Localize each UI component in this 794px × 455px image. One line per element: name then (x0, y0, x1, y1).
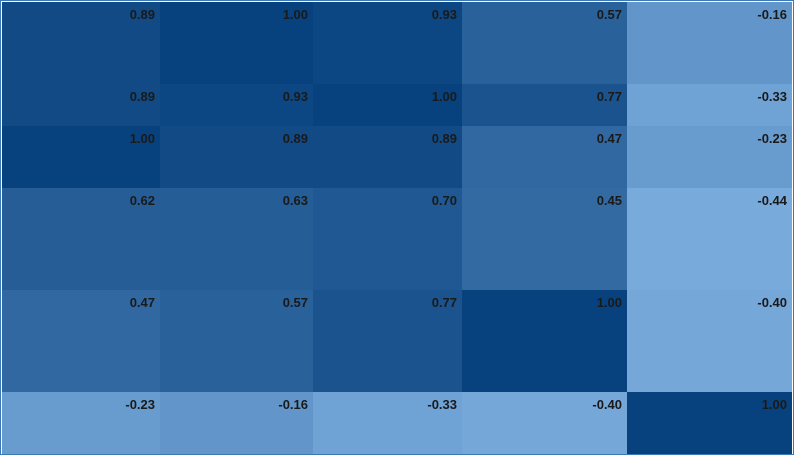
heatmap-cell-r5-c5 (627, 290, 792, 392)
heatmap-cell-r1-c2 (160, 2, 313, 84)
heatmap-cell-r1-c3 (313, 2, 462, 84)
heatmap-cell-label-r3-c2: 0.89 (283, 131, 308, 146)
heatmap-cell-r5-c3 (313, 290, 462, 392)
heatmap-cell-r4-c3 (313, 188, 462, 290)
heatmap-cell-r6-c1 (2, 392, 160, 454)
heatmap-cell-r3-c2 (160, 126, 313, 188)
heatmap-cell-label-r5-c4: 1.00 (597, 295, 622, 310)
heatmap-cell-label-r2-c1: 0.89 (130, 89, 155, 104)
heatmap-cell-label-r2-c5: -0.33 (757, 89, 787, 104)
heatmap-cell-label-r4-c1: 0.62 (130, 193, 155, 208)
heatmap-cell-label-r4-c2: 0.63 (283, 193, 308, 208)
heatmap-cell-r3-c4 (462, 126, 627, 188)
heatmap-cell-r3-c1 (2, 126, 160, 188)
heatmap-cell-label-r2-c3: 1.00 (432, 89, 457, 104)
heatmap-cell-label-r2-c4: 0.77 (597, 89, 622, 104)
heatmap-cell-label-r4-c3: 0.70 (432, 193, 457, 208)
heatmap-cell-label-r6-c3: -0.33 (427, 397, 457, 412)
heatmap-cell-r5-c4 (462, 290, 627, 392)
heatmap-cell-label-r3-c5: -0.23 (757, 131, 787, 146)
heatmap-cell-label-r5-c3: 0.77 (432, 295, 457, 310)
heatmap-cell-labels: 0.89 1.00 0.93 0.57 -0.16 0.89 0.93 1.00 0.77 -0.… (125, 7, 787, 412)
heatmap-cell-r1-c5 (627, 2, 792, 84)
heatmap-cell-r2-c4 (462, 84, 627, 126)
heatmap-cell-label-r6-c4: -0.40 (592, 397, 622, 412)
heatmap-cell-label-r6-c5: 1.00 (762, 397, 787, 412)
heatmap-cell-label-r2-c2: 0.93 (283, 89, 308, 104)
heatmap-cell-label-r1-c1: 0.89 (130, 7, 155, 22)
heatmap-cell-r6-c4 (462, 392, 627, 454)
heatmap-cell-label-r5-c1: 0.47 (130, 295, 155, 310)
heatmap-cell-label-r4-c4: 0.45 (597, 193, 622, 208)
heatmap-cell-r1-c1 (2, 2, 160, 84)
heatmap-cell-label-r6-c2: -0.16 (278, 397, 308, 412)
heatmap-cell-label-r4-c5: -0.44 (757, 193, 787, 208)
heatmap-cell-r6-c5 (627, 392, 792, 454)
heatmap-cell-r5-c1 (2, 290, 160, 392)
heatmap-cell-r2-c5 (627, 84, 792, 126)
heatmap-cell-r1-c4 (462, 2, 627, 84)
heatmap-cell-r2-c2 (160, 84, 313, 126)
heatmap-cell-label-r5-c5: -0.40 (757, 295, 787, 310)
heatmap-cell-r3-c5 (627, 126, 792, 188)
heatmap-cell-r4-c5 (627, 188, 792, 290)
heatmap-cell-label-r5-c2: 0.57 (283, 295, 308, 310)
heatmap-cell-label-r1-c2: 1.00 (283, 7, 308, 22)
heatmap-cell-r3-c3 (313, 126, 462, 188)
heatmap-cell-label-r1-c3: 0.93 (432, 7, 457, 22)
heatmap-cell-label-r1-c5: -0.16 (757, 7, 787, 22)
heatmap-cell-r6-c3 (313, 392, 462, 454)
heatmap-cell-r4-c2 (160, 188, 313, 290)
heatmap-cell-label-r3-c1: 1.00 (130, 131, 155, 146)
heatmap-cell-r5-c2 (160, 290, 313, 392)
heatmap-cell-r4-c4 (462, 188, 627, 290)
heatmap-cell-label-r6-c1: -0.23 (125, 397, 155, 412)
heatmap-cell-r6-c2 (160, 392, 313, 454)
heatmap-cell-r2-c1 (2, 84, 160, 126)
heatmap-cell-label-r3-c3: 0.89 (432, 131, 457, 146)
heatmap-cell-label-r1-c4: 0.57 (597, 7, 622, 22)
heatmap-cell-label-r3-c4: 0.47 (597, 131, 622, 146)
heatmap-cell-r4-c1 (2, 188, 160, 290)
heatmap-cell-r2-c3 (313, 84, 462, 126)
